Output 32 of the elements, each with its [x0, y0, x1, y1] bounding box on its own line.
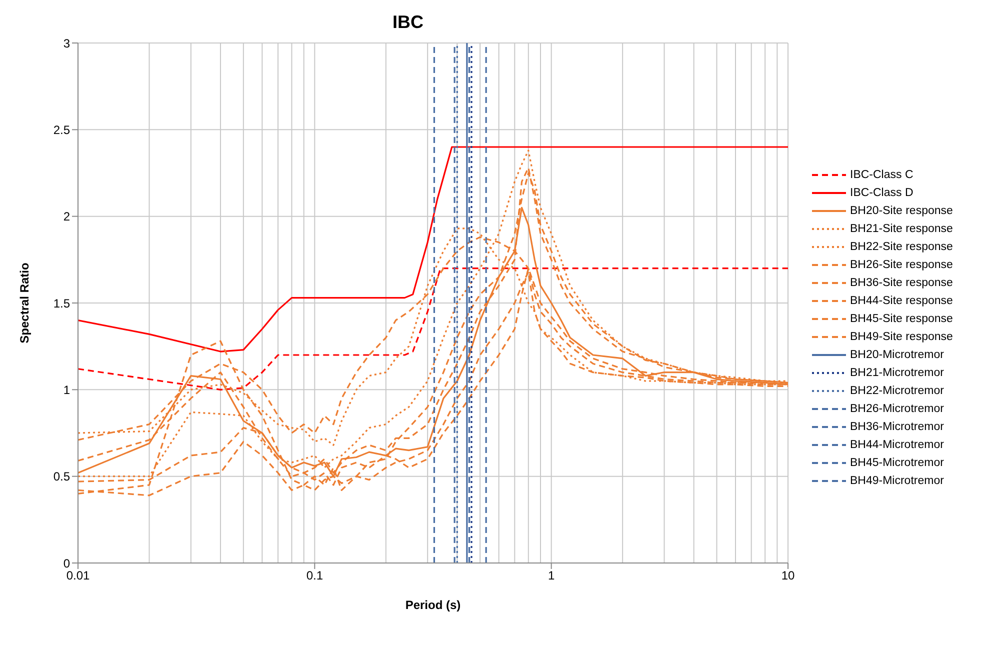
legend-label: BH22-Microtremor	[850, 385, 944, 397]
y-tick-label: 0.5	[53, 470, 70, 484]
legend-label: BH36-Microtremor	[850, 421, 944, 433]
legend-label: BH49-Microtremor	[850, 475, 944, 487]
x-axis-title: Period (s)	[405, 598, 461, 612]
y-tick-label: 2	[63, 210, 70, 224]
x-tick-label: 0.01	[66, 568, 90, 583]
legend-label: BH20-Site response	[850, 205, 953, 217]
legend-label: BH26-Site response	[850, 259, 953, 271]
legend-label: BH45-Microtremor	[850, 457, 944, 469]
legend-label: BH45-Site response	[850, 313, 953, 325]
y-tick-label: 1.5	[53, 296, 70, 310]
y-tick-label: 3	[63, 36, 70, 50]
y-tick-label: 1	[63, 382, 70, 397]
legend-label: BH44-Microtremor	[850, 439, 944, 451]
legend-label: BH44-Site response	[850, 295, 953, 307]
legend-label: IBC-Class D	[850, 187, 914, 199]
legend-label: BH20-Microtremor	[850, 349, 944, 361]
x-tick-label: 0.1	[306, 568, 324, 583]
legend-label: IBC-Class C	[850, 169, 914, 181]
legend-label: BH21-Microtremor	[850, 367, 944, 379]
x-tick-label: 1	[548, 568, 555, 583]
legend-label: BH36-Site response	[850, 277, 953, 289]
legend-label: BH26-Microtremor	[850, 403, 944, 415]
chart-title: IBC	[392, 11, 424, 33]
y-tick-label: 0	[63, 556, 70, 570]
legend-label: BH22-Site response	[850, 241, 953, 253]
y-axis-title: Spectral Ratio	[17, 262, 32, 344]
x-tick-label: 10	[781, 568, 795, 583]
legend-label: BH49-Site response	[850, 331, 953, 343]
y-tick-label: 2.5	[53, 122, 70, 137]
legend-label: BH21-Site response	[850, 223, 953, 235]
